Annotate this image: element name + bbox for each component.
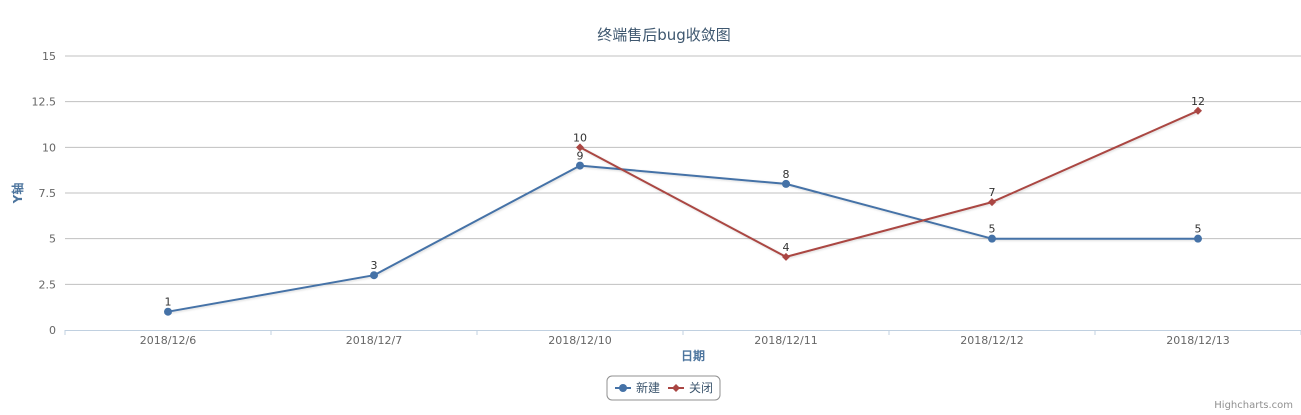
x-tick-label: 2018/12/6 [140,334,196,347]
data-label: 4 [783,241,790,254]
data-point-circle[interactable] [370,271,378,280]
data-label: 10 [573,131,587,144]
series-line-1[interactable] [579,109,1199,258]
data-point-diamond[interactable] [988,198,996,207]
x-tick-label: 2018/12/10 [548,334,611,347]
legend-item-new[interactable]: 新建 [615,380,660,395]
data-label: 5 [1195,223,1202,236]
legend-box [606,375,721,401]
x-tick-label: 2018/12/12 [960,334,1023,347]
x-axis-title: 日期 [681,348,705,363]
y-axis-title: Y轴 [10,183,25,205]
data-point-circle[interactable] [988,234,996,243]
x-tick-label: 2018/12/13 [1166,334,1229,347]
data-label: 12 [1191,95,1205,108]
data-label: 1 [165,296,172,309]
x-tick-label: 2018/12/11 [754,334,817,347]
series-layer: 1 3 9 8 5 5 10 4 7 12 [164,95,1205,316]
data-label: 7 [989,186,996,199]
data-point-circle[interactable] [782,179,790,188]
y-tick-label: 5 [49,233,56,246]
data-label: 5 [989,223,996,236]
legend-item-closed[interactable]: 关闭 [668,381,713,395]
chart-title: 终端售后bug收敛图 [597,26,731,44]
data-point-circle[interactable] [1194,234,1202,243]
data-point-diamond[interactable] [576,143,584,152]
data-point-diamond[interactable] [1194,106,1202,115]
data-point-diamond[interactable] [782,252,790,261]
series-line-0[interactable] [167,164,1198,313]
x-axis: 2018/12/6 2018/12/7 2018/12/10 2018/12/11 20… [64,330,1301,347]
y-tick-label: 10 [42,141,56,154]
y-tick-label: 7.5 [39,187,57,200]
data-label: 9 [577,150,584,163]
data-point-circle[interactable] [576,161,584,170]
data-label: 8 [783,168,790,181]
y-axis-ticks: 0 2.5 5 7.5 10 12.5 15 [32,50,57,337]
data-point-circle[interactable] [164,307,172,316]
gridlines [65,55,1301,285]
legend: 新建 关闭 [606,375,721,401]
legend-label-closed: 关闭 [689,381,713,395]
circle-marker-icon [619,384,627,392]
y-tick-label: 12.5 [32,96,57,109]
y-tick-label: 0 [49,324,56,337]
credits-link[interactable]: Highcharts.com [1214,400,1293,411]
y-tick-label: 2.5 [39,278,57,291]
legend-label-new: 新建 [636,380,660,395]
data-label: 3 [371,259,378,272]
x-tick-label: 2018/12/7 [346,334,402,347]
y-tick-label: 15 [42,50,56,63]
diamond-marker-icon [672,384,680,392]
